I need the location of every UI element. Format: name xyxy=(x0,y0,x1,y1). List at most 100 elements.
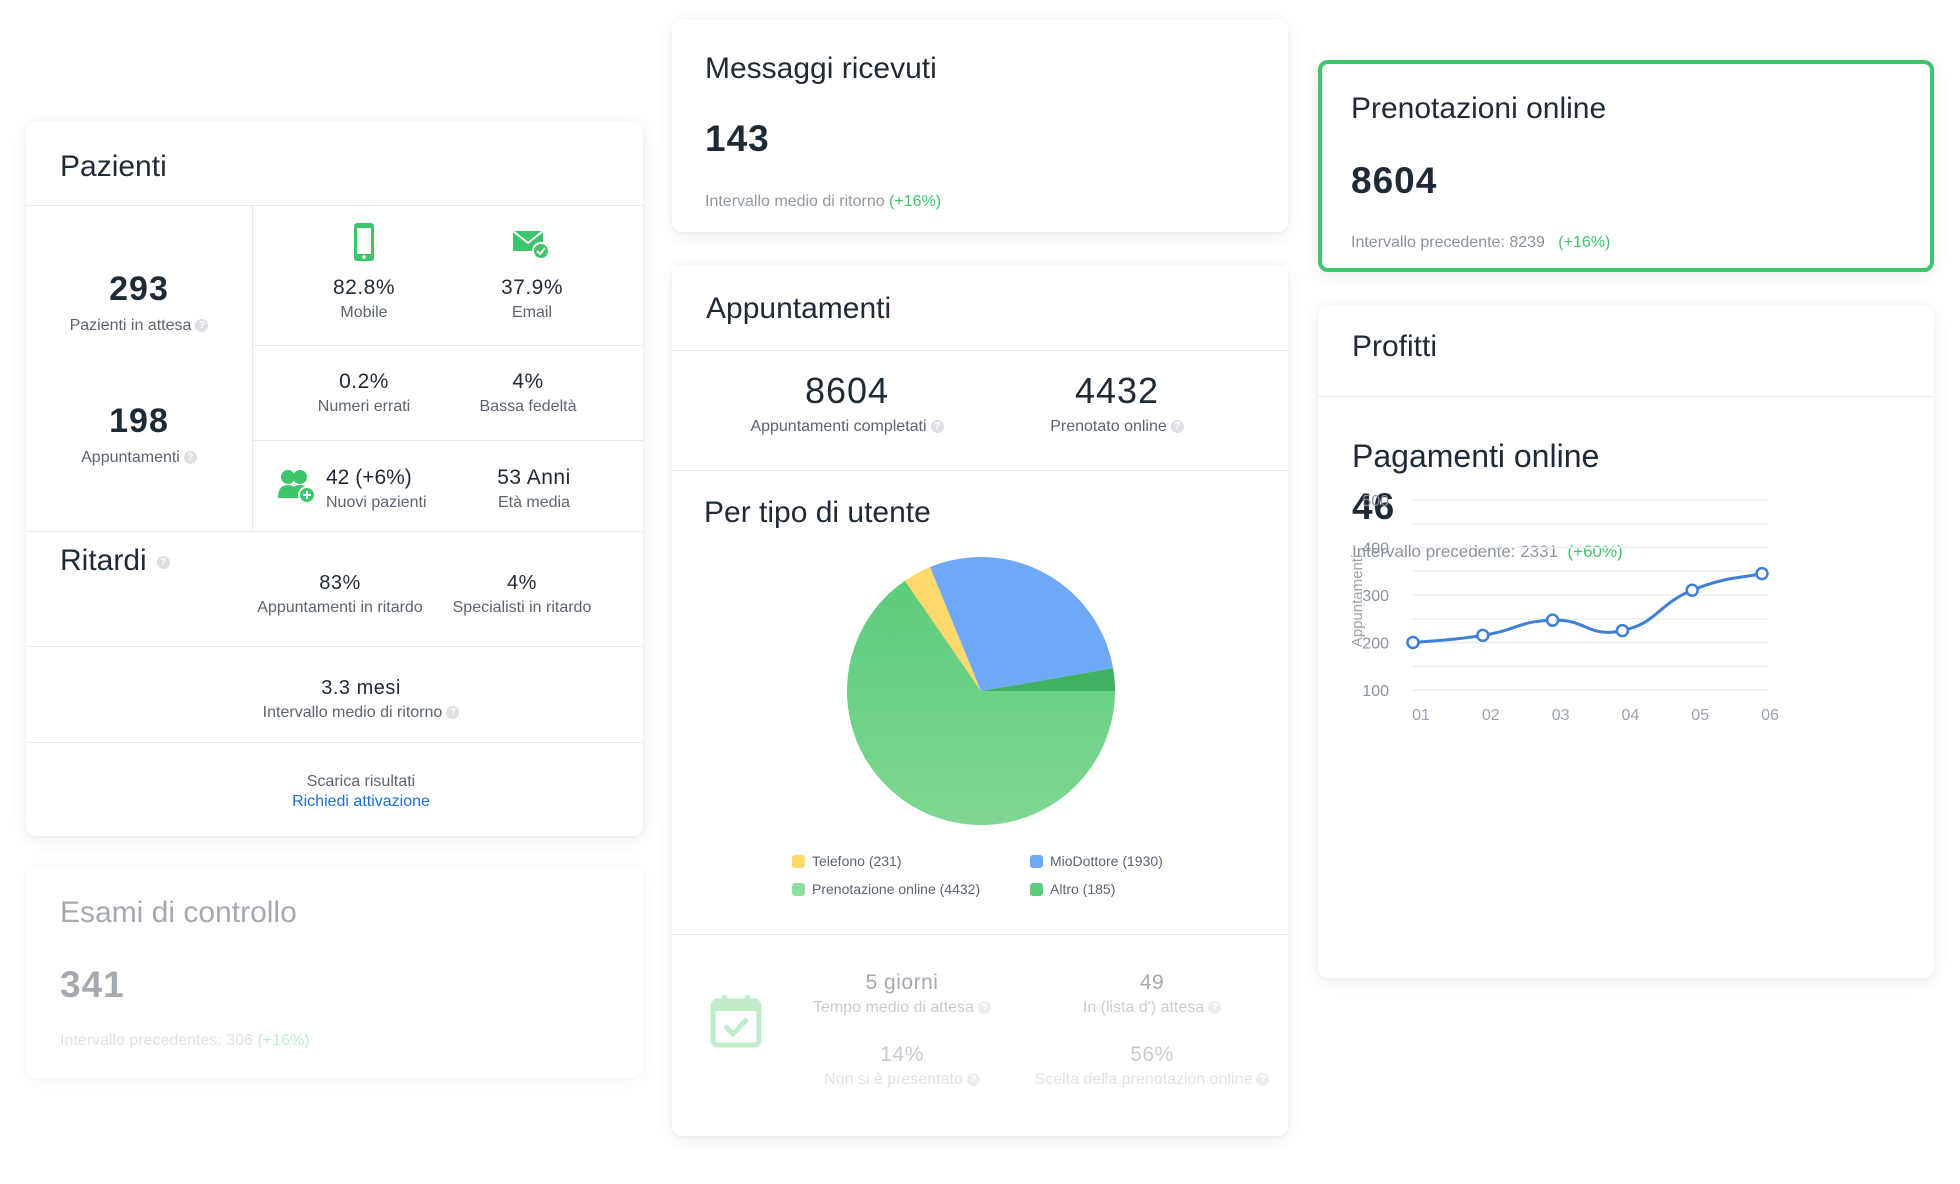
messaggi-value: 143 xyxy=(705,118,770,159)
messaggi-card: Messaggi ricevuti 143 Intervallo medio d… xyxy=(672,20,1288,232)
late-appointments-stat: 83% Appuntamenti in ritardo xyxy=(240,572,440,617)
new-patients-value: 42 (+6%) xyxy=(326,466,412,489)
no-show-stat: 14% Non si è presentato? xyxy=(772,1043,1032,1089)
waiting-list-label: In (lista d') attesa xyxy=(1082,999,1205,1016)
y-tick-label: 200 xyxy=(1362,636,1389,653)
help-icon[interactable]: ? xyxy=(930,420,944,434)
x-tick-label: 04 xyxy=(1622,707,1640,724)
esami-title: Esami di controllo xyxy=(60,896,297,929)
help-icon[interactable]: ? xyxy=(966,1073,980,1087)
data-point[interactable] xyxy=(1615,623,1630,638)
profitti-title: Profitti xyxy=(1352,330,1438,363)
waiting-list-value: 49 xyxy=(1139,971,1165,994)
y-tick-label: 500 xyxy=(1362,493,1389,510)
wrong-numbers-label: Numeri errati xyxy=(317,398,411,415)
data-point[interactable] xyxy=(1685,583,1699,597)
no-show-value: 14% xyxy=(880,1043,924,1066)
low-loyalty-stat: 4% Bassa fedeltà xyxy=(466,370,590,416)
legend-miodottore: MioDottore (1930) xyxy=(1030,853,1163,869)
avg-wait-stat: 5 giorni Tempo medio di attesa? xyxy=(772,971,1032,1017)
data-point[interactable] xyxy=(1476,628,1490,643)
late-specialists-label: Specialisti in ritardo xyxy=(452,599,592,616)
no-show-label: Non si è presentato xyxy=(824,1071,963,1088)
legend-altro: Altro (185) xyxy=(1030,881,1115,897)
mobile-value: 82.8% xyxy=(332,276,396,299)
avg-wait-value: 5 giorni xyxy=(865,971,939,994)
legend-prenotazione-online: Prenotazione online (4432) xyxy=(792,881,980,897)
appointments-stat: 198 Appuntamenti? xyxy=(26,402,252,467)
help-icon[interactable]: ? xyxy=(1208,1001,1222,1015)
online-value: 4432 xyxy=(1074,370,1160,411)
pie-slice-telefono[interactable] xyxy=(904,567,981,691)
ritardi-title: Ritardi? xyxy=(60,544,170,578)
waiting-patients-value: 293 xyxy=(109,270,169,308)
return-interval-stat: 3.3 mesi Intervallo medio di ritorno? xyxy=(156,677,566,722)
avg-age-label: Età media xyxy=(497,494,571,511)
late-specialists-value: 4% xyxy=(507,572,537,594)
help-icon[interactable]: ? xyxy=(1256,1073,1270,1087)
appuntamenti-card: Appuntamenti 8604 Appuntamenti completat… xyxy=(672,266,1288,1136)
help-icon[interactable]: ? xyxy=(446,706,460,720)
late-appointments-label: Appuntamenti in ritardo xyxy=(257,599,423,616)
y-tick-label: 300 xyxy=(1362,588,1389,605)
x-tick-label: 06 xyxy=(1761,707,1779,724)
avg-age-value: 53 Anni xyxy=(497,466,571,489)
wrong-numbers-stat: 0.2% Numeri errati xyxy=(302,370,426,416)
y-tick-label: 100 xyxy=(1362,683,1389,700)
appuntamenti-title: Appuntamenti xyxy=(706,292,892,325)
payments-line-chart: 100 200 300 400 500 01 02 03 04 05 06 Appuntamenti xyxy=(1349,493,1779,724)
avg-wait-label: Tempo medio di attesa xyxy=(813,999,974,1016)
payments-value: 46 xyxy=(1352,486,1396,527)
wrong-numbers-value: 0.2% xyxy=(339,370,389,393)
y-axis-label: Appuntamenti xyxy=(1349,555,1366,648)
appointments-value: 198 xyxy=(109,402,169,440)
pazienti-card: Pazienti 293 Pazienti in attesa? 198 App… xyxy=(26,122,643,836)
pie-slice-prenotazione-online[interactable] xyxy=(846,580,1115,825)
help-icon[interactable]: ? xyxy=(183,451,197,465)
chart-title: Per tipo di utente xyxy=(704,496,931,529)
data-point[interactable] xyxy=(1755,566,1769,581)
waiting-patients-stat: 293 Pazienti in attesa? xyxy=(26,270,252,335)
prenotazioni-title: Prenotazioni online xyxy=(1351,92,1607,125)
request-activation-link[interactable]: Richiedi attivazione xyxy=(292,793,430,810)
email-label: Email xyxy=(511,304,552,321)
completed-stat: 8604 Appuntamenti completati? xyxy=(732,370,962,436)
prenotazioni-value: 8604 xyxy=(1351,160,1438,201)
waiting-list-stat: 49 In (lista d') attesa? xyxy=(1032,971,1272,1017)
low-loyalty-label: Bassa fedeltà xyxy=(479,398,577,415)
completed-value: 8604 xyxy=(804,370,890,411)
legend-telefono: Telefono (231) xyxy=(792,853,902,869)
online-stat: 4432 Prenotato online? xyxy=(1002,370,1232,436)
x-tick-label: 01 xyxy=(1412,707,1430,724)
return-interval-label: Intervallo medio di ritorno xyxy=(262,704,443,721)
help-icon[interactable]: ? xyxy=(156,555,170,569)
prenotazioni-previous: Intervallo precedente: 8239 (+16%) xyxy=(1351,234,1611,251)
online-choice-value: 56% xyxy=(1130,1043,1174,1066)
data-point[interactable] xyxy=(1406,635,1420,650)
late-appointments-value: 83% xyxy=(319,572,361,594)
completed-label: Appuntamenti completati xyxy=(750,418,927,435)
help-icon[interactable]: ? xyxy=(195,319,209,333)
email-check-icon xyxy=(512,230,550,260)
x-tick-label: 02 xyxy=(1482,707,1500,724)
online-label: Prenotato online xyxy=(1050,418,1167,435)
data-point[interactable] xyxy=(1545,613,1560,627)
esami-card: Esami di controllo 341 Intervallo preced… xyxy=(26,866,643,1078)
pie-slice-miodottore[interactable] xyxy=(930,557,1114,691)
user-type-pie-chart xyxy=(846,557,1115,825)
avg-age-stat: 53 Anni Età media xyxy=(472,466,596,512)
return-interval-value: 3.3 mesi xyxy=(321,677,401,699)
prenotazioni-card: Prenotazioni online 8604 Intervallo prec… xyxy=(1318,60,1934,272)
mobile-stat: 82.8% Mobile xyxy=(302,276,426,322)
online-choice-stat: 56% Scelta della prenotazion online? xyxy=(1032,1043,1272,1089)
wait-stats-section: 5 giorni Tempo medio di attesa? 49 In (l… xyxy=(672,935,1288,1135)
pazienti-title: Pazienti xyxy=(60,150,167,183)
x-tick-label: 03 xyxy=(1552,707,1570,724)
appointments-label: Appuntamenti xyxy=(81,449,180,466)
late-specialists-stat: 4% Specialisti in ritardo xyxy=(422,572,622,617)
help-icon[interactable]: ? xyxy=(1170,420,1184,434)
new-patients-label: Nuovi pazienti xyxy=(326,494,427,511)
help-icon[interactable]: ? xyxy=(977,1001,991,1015)
download-label: Scarica risultati xyxy=(306,773,416,790)
pie-slice-altro[interactable] xyxy=(981,668,1115,691)
